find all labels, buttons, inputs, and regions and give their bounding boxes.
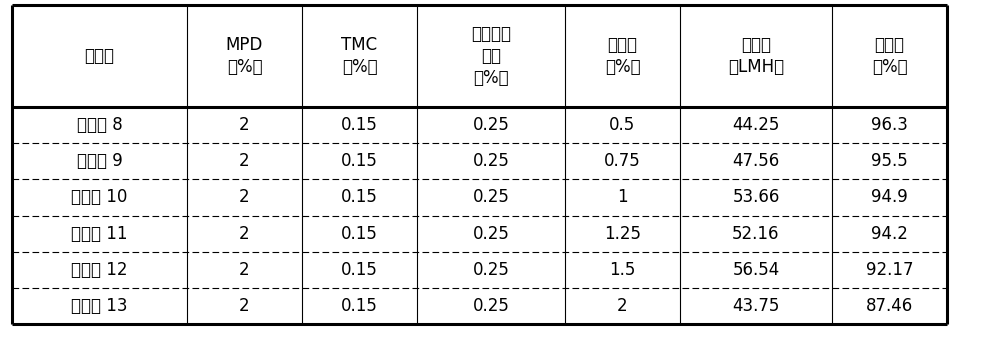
Text: 1.5: 1.5: [609, 261, 636, 279]
Text: 0.15: 0.15: [341, 297, 378, 315]
Text: 92.17: 92.17: [866, 261, 913, 279]
Text: 环己酮
（%）: 环己酮 （%）: [605, 36, 640, 76]
Text: 52.16: 52.16: [732, 225, 780, 243]
Text: 2: 2: [239, 225, 250, 243]
Text: 实施例 10: 实施例 10: [71, 188, 128, 206]
Text: 实施例: 实施例: [84, 47, 114, 65]
Text: 0.15: 0.15: [341, 116, 378, 134]
Text: 1.25: 1.25: [604, 225, 641, 243]
Text: 0.25: 0.25: [473, 152, 509, 170]
Text: 2: 2: [617, 297, 628, 315]
Text: 0.25: 0.25: [473, 297, 509, 315]
Text: 2: 2: [239, 261, 250, 279]
Text: 实施例 13: 实施例 13: [71, 297, 128, 315]
Text: 96.3: 96.3: [871, 116, 908, 134]
Text: 94.9: 94.9: [871, 188, 908, 206]
Text: 0.75: 0.75: [604, 152, 641, 170]
Text: 94.2: 94.2: [871, 225, 908, 243]
Text: 0.15: 0.15: [341, 188, 378, 206]
Text: 43.75: 43.75: [732, 297, 780, 315]
Text: 0.15: 0.15: [341, 261, 378, 279]
Text: 87.46: 87.46: [866, 297, 913, 315]
Text: 实施例 11: 实施例 11: [71, 225, 128, 243]
Text: TMC
（%）: TMC （%）: [341, 36, 378, 76]
Text: 0.25: 0.25: [473, 225, 509, 243]
Text: 0.5: 0.5: [609, 116, 636, 134]
Text: MPD
（%）: MPD （%）: [226, 36, 263, 76]
Text: 47.56: 47.56: [732, 152, 780, 170]
Text: 实施例 9: 实施例 9: [77, 152, 122, 170]
Text: 2: 2: [239, 152, 250, 170]
Text: 脱盐率
（%）: 脱盐率 （%）: [872, 36, 907, 76]
Text: 0.25: 0.25: [473, 261, 509, 279]
Text: 0.25: 0.25: [473, 116, 509, 134]
Text: 53.66: 53.66: [732, 188, 780, 206]
Text: 95.5: 95.5: [871, 152, 908, 170]
Text: 2: 2: [239, 188, 250, 206]
Text: 实施例 8: 实施例 8: [77, 116, 122, 134]
Text: 0.25: 0.25: [473, 188, 509, 206]
Text: 1: 1: [617, 188, 628, 206]
Text: 44.25: 44.25: [732, 116, 780, 134]
Text: 2: 2: [239, 297, 250, 315]
Text: 0.15: 0.15: [341, 152, 378, 170]
Text: 56.54: 56.54: [732, 261, 780, 279]
Text: 2: 2: [239, 116, 250, 134]
Text: 0.15: 0.15: [341, 225, 378, 243]
Text: 实施例 12: 实施例 12: [71, 261, 128, 279]
Text: 水通量
（LMH）: 水通量 （LMH）: [728, 36, 784, 76]
Text: 邻苯二甲
酸酯
（%）: 邻苯二甲 酸酯 （%）: [471, 25, 511, 87]
